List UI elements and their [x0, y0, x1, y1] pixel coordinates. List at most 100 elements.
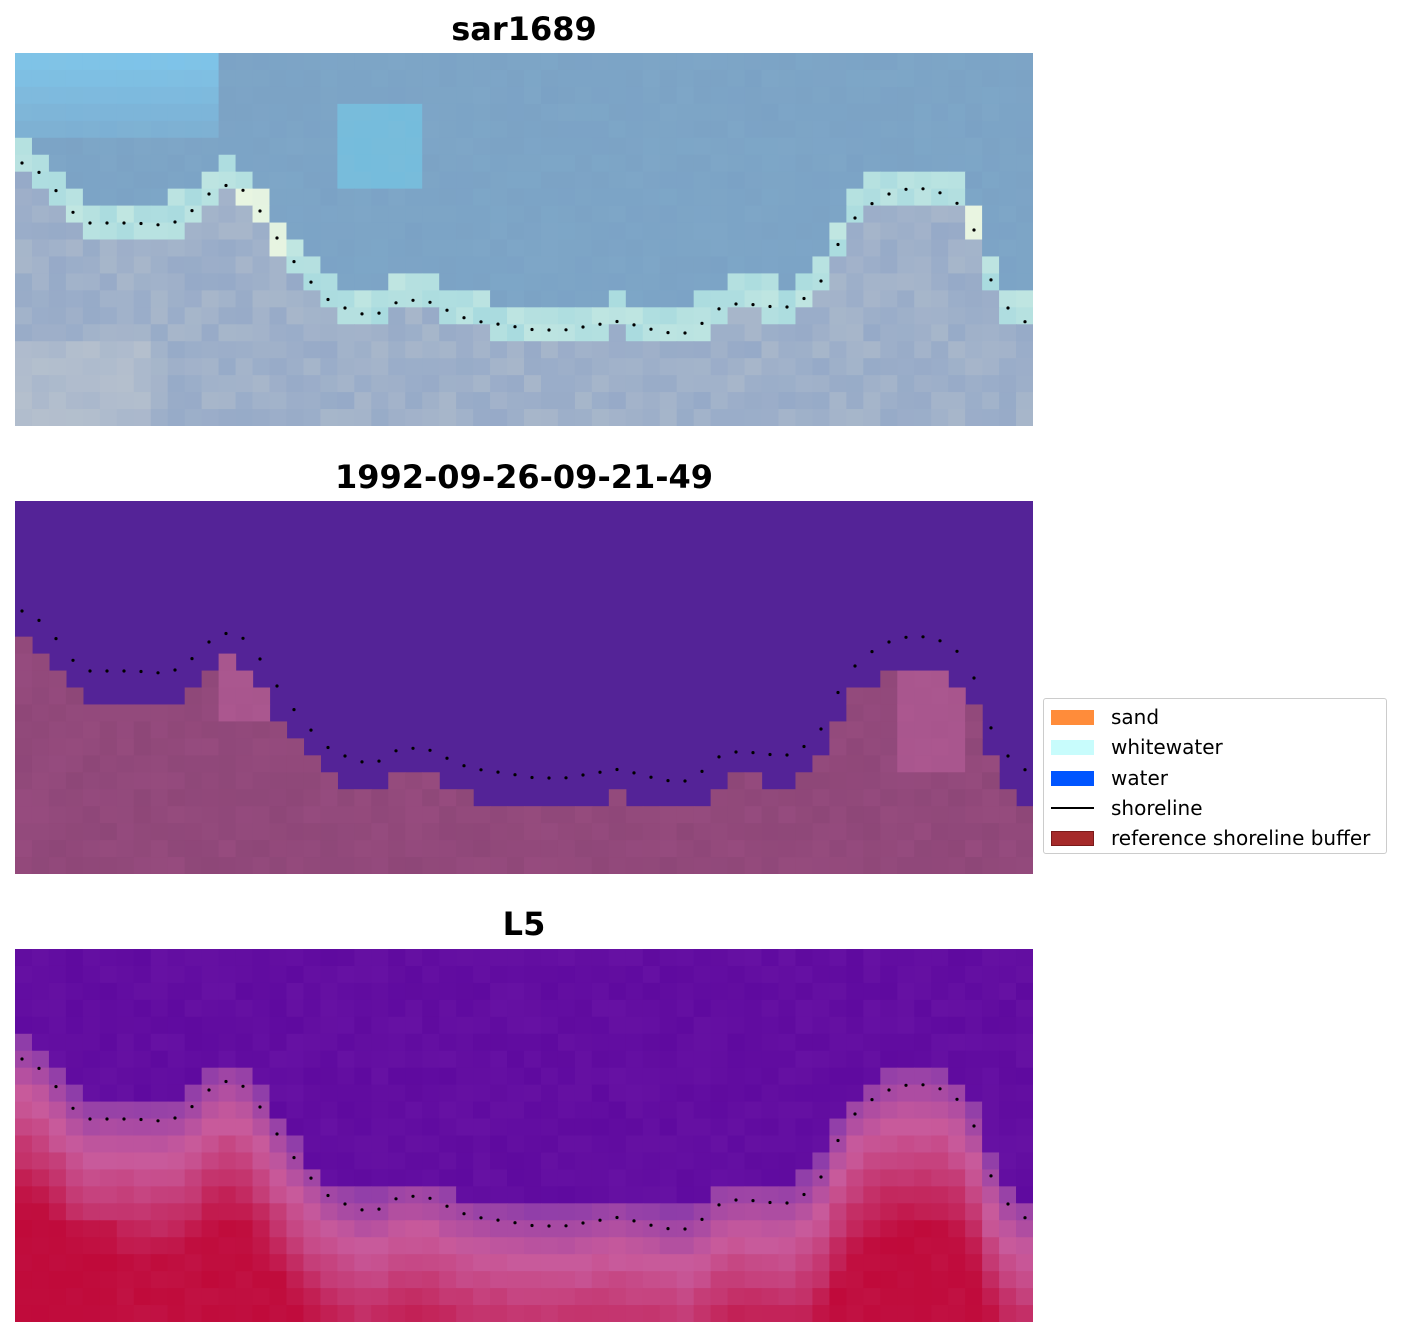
shoreline-point: [292, 1156, 296, 1160]
shoreline-point: [972, 228, 976, 232]
shoreline-point: [105, 1117, 109, 1121]
shoreline-point: [394, 1197, 398, 1201]
shoreline-point: [224, 183, 228, 188]
shoreline-point: [683, 779, 687, 783]
shoreline-point: [496, 322, 500, 326]
shoreline-point: [377, 1207, 381, 1211]
shoreline-point: [887, 192, 891, 196]
shoreline-point: [54, 189, 58, 193]
shoreline-point: [156, 671, 160, 675]
legend-item-water: water: [1051, 766, 1381, 790]
shoreline-point: [122, 1117, 126, 1121]
shoreline-point: [836, 690, 840, 695]
shoreline-point: [275, 1132, 279, 1136]
shoreline-point: [20, 161, 24, 165]
shoreline-point: [173, 220, 177, 224]
shoreline-point: [292, 708, 296, 712]
shoreline-point: [360, 312, 364, 316]
shoreline-point: [309, 728, 313, 732]
shoreline-point: [853, 664, 857, 668]
shoreline-point: [581, 773, 585, 777]
shoreline-point: [241, 188, 245, 192]
shoreline-point: [462, 764, 466, 768]
shoreline-point: [173, 668, 177, 672]
shoreline-point: [938, 191, 942, 195]
shoreline-point: [241, 636, 245, 640]
index-image: [15, 949, 1033, 1322]
shoreline-point: [20, 609, 24, 613]
shoreline-point: [258, 209, 262, 213]
shoreline-point: [292, 260, 296, 264]
shoreline-point: [207, 1088, 211, 1092]
panel-title-date: 1992-09-26-09-21-49: [334, 458, 714, 496]
shoreline-point: [921, 187, 925, 191]
shoreline-point: [1006, 754, 1010, 758]
shoreline-point: [496, 770, 500, 774]
rgb-image-panel: [15, 53, 1033, 426]
shoreline-point: [1006, 306, 1010, 310]
shoreline-point: [734, 1198, 738, 1202]
shoreline-point: [853, 1112, 857, 1116]
shoreline-point: [564, 776, 568, 780]
shoreline-point: [1023, 1216, 1027, 1220]
shoreline-point: [615, 1215, 619, 1220]
shoreline-point: [462, 1212, 466, 1216]
shoreline-point: [139, 669, 143, 674]
shoreline-dots: [20, 1057, 1027, 1231]
classified-pixel-grid: [15, 501, 1033, 874]
shoreline-point: [20, 1057, 24, 1061]
shoreline-point: [598, 1218, 602, 1222]
shoreline-point: [751, 751, 755, 755]
shoreline-point: [564, 1224, 568, 1228]
shoreline-point: [785, 305, 789, 309]
shoreline-point: [785, 753, 789, 757]
shoreline-point: [819, 727, 823, 731]
shoreline-point: [71, 658, 75, 662]
shoreline-point: [717, 307, 721, 311]
shoreline-point: [972, 676, 976, 680]
shoreline-point: [71, 210, 75, 214]
shoreline-point: [445, 756, 449, 760]
shoreline-point: [428, 300, 432, 304]
shoreline-point: [989, 278, 993, 282]
index-image-panel: [15, 949, 1033, 1322]
shoreline-point: [938, 1087, 942, 1091]
shoreline-dots: [20, 609, 1027, 783]
shoreline-point: [530, 327, 534, 332]
shoreline-point: [989, 1174, 993, 1178]
shoreline-point: [190, 657, 194, 661]
shoreline-point: [870, 1098, 874, 1102]
shoreline-point: [207, 192, 211, 196]
shoreline-point: [394, 749, 398, 753]
shoreline-point: [666, 779, 670, 783]
shoreline-point: [802, 744, 806, 749]
shoreline-point: [632, 1219, 636, 1223]
shoreline-point: [156, 223, 160, 227]
shoreline-point: [513, 773, 517, 777]
shoreline-point: [955, 1097, 959, 1101]
legend-item-sand: sand: [1051, 705, 1381, 729]
shoreline-point: [547, 1224, 551, 1228]
shoreline-point: [649, 1223, 653, 1227]
shoreline-point: [343, 306, 347, 310]
shoreline-point: [751, 1199, 755, 1203]
shoreline-point: [904, 1083, 908, 1087]
shoreline-point: [853, 216, 857, 220]
shoreline-line-icon: [1051, 807, 1094, 809]
shoreline-point: [700, 1217, 704, 1221]
shoreline-point: [547, 328, 551, 332]
shoreline-point: [326, 1193, 330, 1198]
shoreline-point: [360, 1208, 364, 1212]
shoreline-point: [904, 187, 908, 191]
classified-image-panel: [15, 501, 1033, 874]
shoreline-point: [139, 1117, 143, 1122]
whitewater-swatch-icon: [1051, 740, 1094, 755]
shoreline-point: [598, 322, 602, 326]
shoreline-point: [819, 279, 823, 283]
shoreline-point: [394, 301, 398, 305]
shoreline-point: [377, 759, 381, 763]
legend-label-sand: sand: [1111, 705, 1160, 729]
shoreline-point: [938, 639, 942, 643]
shoreline-point: [275, 236, 279, 240]
shoreline-point: [309, 280, 313, 284]
